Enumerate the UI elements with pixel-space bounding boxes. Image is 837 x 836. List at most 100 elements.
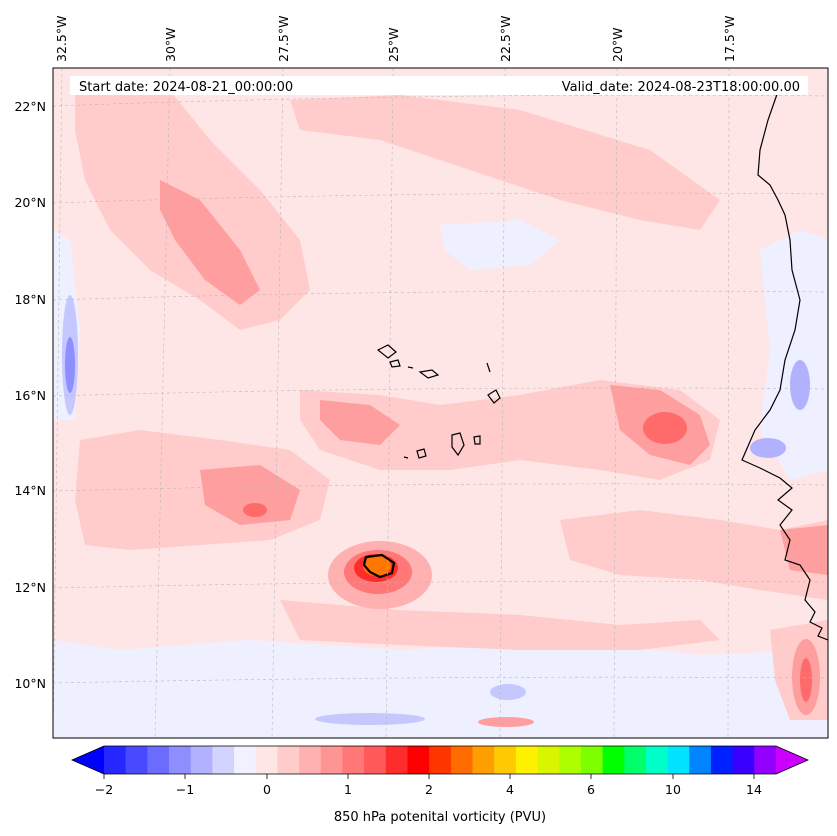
pv-negative-east xyxy=(760,230,828,480)
colorbar-segment xyxy=(624,746,647,774)
longitude-labels: 32.5°W 30°W 27.5°W 25°W 22.5°W 20°W 17.5… xyxy=(54,16,737,62)
colorbar-segment xyxy=(320,746,344,774)
colorbar-segment xyxy=(104,746,127,774)
colorbar-tick-label: 10 xyxy=(665,782,681,797)
latitude-labels: 22°N 20°N 18°N 16°N 14°N 12°N 10°N xyxy=(14,99,46,691)
map-frame xyxy=(52,67,829,739)
pv-deep-east xyxy=(643,412,687,444)
colorbar-segment xyxy=(429,746,452,774)
pv-band-north xyxy=(290,95,720,230)
colorbar-segment xyxy=(255,746,279,774)
cyclone-core xyxy=(328,541,432,609)
colorbar-over-arrow xyxy=(776,746,808,774)
colorbar-ticks xyxy=(103,774,755,779)
colorbar-title: 850 hPa potenital vorticity (PVU) xyxy=(334,810,546,825)
colorbar-segment xyxy=(407,746,430,774)
lat-label: 16°N xyxy=(14,388,46,403)
pv-deep-west xyxy=(243,503,267,517)
island-sao-nicolau xyxy=(418,369,440,379)
pv-negative-north xyxy=(440,220,560,270)
colorbar-tick-label: 0 xyxy=(263,782,271,797)
pv-band-east xyxy=(560,510,828,600)
pv-negative-south-spot xyxy=(490,684,526,700)
colorbar-segment xyxy=(667,746,690,774)
lon-label: 30°W xyxy=(163,27,178,62)
colorbar-segment xyxy=(732,746,755,774)
lon-label: 32.5°W xyxy=(54,16,69,62)
lat-label: 12°N xyxy=(14,580,46,595)
lon-label: 25°W xyxy=(386,27,401,62)
lon-label: 22.5°W xyxy=(498,16,513,62)
island-santo-antao xyxy=(376,344,397,359)
colorbar-segment xyxy=(450,746,474,774)
colorbar-segment xyxy=(754,746,777,774)
colorbar-tick-label: −2 xyxy=(95,782,113,797)
map-panel xyxy=(52,67,829,739)
lat-label: 14°N xyxy=(14,483,46,498)
pv-mid-west xyxy=(200,465,300,525)
pv-negative-core-west xyxy=(65,337,75,393)
island-santiago xyxy=(451,432,465,457)
colorbar-tick-label: 1 xyxy=(344,782,352,797)
colorbar-segment xyxy=(710,746,734,774)
colorbar-segment xyxy=(342,746,365,774)
colorbar-segments xyxy=(104,746,777,774)
island-brava xyxy=(403,456,409,459)
lat-label: 22°N xyxy=(14,99,46,114)
lon-label: 27.5°W xyxy=(276,16,291,62)
colorbar-tick-label: 2 xyxy=(425,782,433,797)
colorbar-segment xyxy=(299,746,322,774)
colorbar-segment xyxy=(385,746,409,774)
colorbar-segment xyxy=(580,746,604,774)
colorbar-under-arrow xyxy=(72,746,104,774)
lon-label: 20°W xyxy=(610,27,625,62)
africa-coast xyxy=(741,79,829,641)
colorbar-segment xyxy=(364,746,387,774)
island-maio xyxy=(473,435,481,445)
gridlines xyxy=(52,67,829,739)
start-date-label: Start date: 2024-08-21_00:00:00 xyxy=(79,80,293,95)
date-banner: Start date: 2024-08-21_00:00:00 Valid_da… xyxy=(70,76,808,95)
pv-negative-east-spot xyxy=(790,360,810,410)
pv-negative-coast-spot xyxy=(750,438,786,458)
pv-mid-northwest xyxy=(160,180,260,305)
colorbar-tick-label: −1 xyxy=(176,782,194,797)
lat-label: 10°N xyxy=(14,676,46,691)
colorbar: −2 −1 0 1 2 4 6 10 14 850 hPa potenital … xyxy=(71,745,809,825)
colorbar-segment xyxy=(494,746,517,774)
colorbar-segment xyxy=(689,746,712,774)
colorbar-tick-label: 4 xyxy=(506,782,514,797)
island-santa-luzia xyxy=(407,366,414,369)
colorbar-segment xyxy=(472,746,495,774)
colorbar-segment xyxy=(559,746,582,774)
colorbar-segment xyxy=(537,746,560,774)
colorbar-segment xyxy=(602,746,625,774)
colorbar-segment xyxy=(190,746,213,774)
colorbar-segment xyxy=(234,746,257,774)
pv-mid-south-band xyxy=(478,717,534,727)
pv-band-south xyxy=(280,600,720,650)
colorbar-segment xyxy=(277,746,300,774)
coastline xyxy=(376,79,829,641)
lat-label: 18°N xyxy=(14,292,46,307)
colorbar-segment xyxy=(645,746,669,774)
island-fogo xyxy=(416,448,427,459)
pv-mid-central xyxy=(320,400,400,445)
colorbar-segment xyxy=(147,746,170,774)
colorbar-segment xyxy=(515,746,539,774)
pv-negative-south-band xyxy=(315,713,425,725)
island-sao-vicente xyxy=(389,359,401,368)
colorbar-segment xyxy=(125,746,148,774)
pv-negative-south xyxy=(53,640,828,738)
valid-date-label: Valid_date: 2024-08-23T18:00:00.00 xyxy=(562,80,800,95)
island-sal xyxy=(486,362,491,373)
lon-label: 17.5°W xyxy=(722,16,737,62)
lat-label: 20°N xyxy=(14,195,46,210)
colorbar-tick-label: 6 xyxy=(587,782,595,797)
colorbar-tick-label: 14 xyxy=(746,782,762,797)
pv-deep-southeast xyxy=(800,658,812,702)
colorbar-segment xyxy=(212,746,235,774)
island-boa-vista xyxy=(487,389,501,404)
colorbar-segment xyxy=(169,746,192,774)
